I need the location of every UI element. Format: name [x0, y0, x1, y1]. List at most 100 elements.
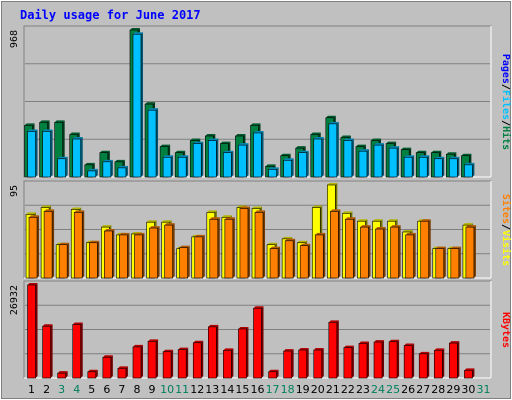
- bar-kbytes-day-11: [177, 347, 189, 379]
- bar-side-face: [80, 137, 83, 177]
- bar-front-face: [253, 307, 262, 379]
- x-tick-label-day-20: 20: [311, 383, 325, 396]
- bar-kbytes-day-5: [87, 369, 98, 379]
- bar-top-face: [178, 155, 189, 158]
- bar-top-face: [72, 322, 83, 325]
- axis-label-part-visits: Visits: [500, 230, 512, 266]
- bar-side-face: [457, 341, 460, 378]
- bar-top-face: [57, 371, 68, 374]
- axis-label-hits: Pages/Files/Hits: [500, 54, 512, 150]
- bar-top-face: [252, 206, 262, 209]
- bar-top-face: [194, 234, 205, 237]
- bar-front-face: [343, 347, 353, 379]
- bar-side-face: [202, 234, 205, 278]
- bar-kbytes-day-10: [162, 349, 174, 379]
- bar-top-face: [404, 343, 415, 346]
- bar-front-face: [254, 212, 264, 279]
- bar-side-face: [112, 229, 115, 278]
- bar-sites-day-27: [420, 219, 431, 279]
- bar-side-face: [442, 348, 445, 378]
- bar-sites-day-12: [194, 234, 205, 279]
- bar-side-face: [278, 246, 281, 278]
- bar-files-day-16: [253, 130, 264, 178]
- bar-top-face: [267, 242, 278, 245]
- bar-side-face: [232, 217, 235, 278]
- bar-files-day-22: [343, 138, 354, 178]
- bar-side-face: [246, 143, 249, 177]
- bar-top-face: [235, 133, 246, 136]
- bar-top-face: [446, 152, 457, 155]
- bar-side-face: [351, 345, 354, 378]
- x-tick-label-day-14: 14: [220, 383, 234, 396]
- y-max-label-kbytes: 26932: [9, 285, 20, 315]
- chart-title: Daily usage for June 2017: [20, 8, 201, 22]
- x-tick-label-day-1: 1: [28, 383, 35, 396]
- bar-front-face: [358, 150, 368, 178]
- bar-front-face: [283, 350, 292, 379]
- x-tick-label-day-16: 16: [251, 383, 265, 396]
- bar-side-face: [140, 344, 143, 378]
- bar-files-day-12: [192, 141, 204, 178]
- bar-side-face: [308, 243, 311, 278]
- bar-side-face: [472, 162, 475, 177]
- bar-front-face: [27, 284, 36, 379]
- bar-top-face: [117, 165, 128, 168]
- bar-side-face: [95, 369, 98, 378]
- x-tick-label-day-27: 27: [416, 383, 430, 396]
- bar-front-face: [465, 226, 475, 279]
- bar-sites-day-16: [254, 210, 265, 279]
- bar-top-face: [283, 349, 294, 352]
- bar-front-face: [208, 326, 217, 379]
- bar-side-face: [80, 322, 83, 378]
- bar-front-face: [449, 158, 458, 178]
- bar-top-face: [104, 229, 115, 232]
- bar-side-face: [428, 219, 431, 278]
- axis-label-separator: /: [500, 224, 511, 230]
- x-tick-label-day-19: 19: [296, 383, 310, 396]
- bar-front-face: [420, 220, 430, 279]
- bar-side-face: [306, 150, 309, 177]
- bar-kbytes-day-25: [388, 339, 400, 379]
- x-tick-label-day-10: 10: [160, 383, 174, 396]
- bar-top-face: [134, 232, 145, 235]
- bar-top-face: [148, 339, 159, 342]
- bar-front-face: [269, 248, 279, 279]
- bar-top-face: [268, 369, 279, 372]
- bar-top-face: [461, 153, 472, 156]
- panel-kbytes: 26932 KBytes: [9, 280, 511, 379]
- bar-front-face: [358, 343, 368, 379]
- bar-top-face: [145, 102, 156, 105]
- x-tick-label-day-22: 22: [341, 383, 355, 396]
- bar-top-face: [285, 238, 296, 241]
- bar-sites-day-17: [269, 246, 281, 279]
- bar-top-face: [102, 159, 113, 162]
- bar-front-face: [283, 159, 292, 178]
- bar-sites-day-29: [450, 246, 461, 279]
- bar-kbytes-day-16: [253, 306, 264, 379]
- bar-side-face: [35, 283, 38, 378]
- bar-top-face: [310, 132, 321, 135]
- bar-front-face: [390, 226, 399, 279]
- bar-side-face: [247, 206, 250, 278]
- bar-top-face: [419, 155, 430, 158]
- bar-side-face: [412, 155, 415, 177]
- bar-top-face: [315, 232, 326, 235]
- bar-front-face: [162, 351, 172, 379]
- x-axis-day-labels: 1 2 3 4 5 6 7 8 9 10 11 12 13 14 15 16 17 18 19 20 21 22 23 24 2…: [28, 383, 490, 396]
- bar-sites-day-15: [239, 206, 250, 279]
- bar-kbytes-day-21: [328, 320, 339, 379]
- bar-top-face: [27, 129, 38, 132]
- bar-front-face: [88, 242, 98, 279]
- x-tick-label-day-30: 30: [461, 383, 475, 396]
- bar-top-face: [449, 341, 460, 344]
- bar-side-face: [50, 129, 53, 177]
- bar-side-face: [366, 149, 369, 177]
- bar-top-face: [464, 368, 475, 371]
- bar-top-face: [298, 348, 309, 351]
- bar-files-day-14: [223, 150, 234, 178]
- bar-kbytes-day-18: [283, 349, 294, 379]
- bar-front-face: [345, 218, 354, 279]
- bar-sites-day-30: [465, 225, 476, 279]
- bar-top-face: [270, 246, 281, 249]
- bar-top-face: [298, 150, 309, 153]
